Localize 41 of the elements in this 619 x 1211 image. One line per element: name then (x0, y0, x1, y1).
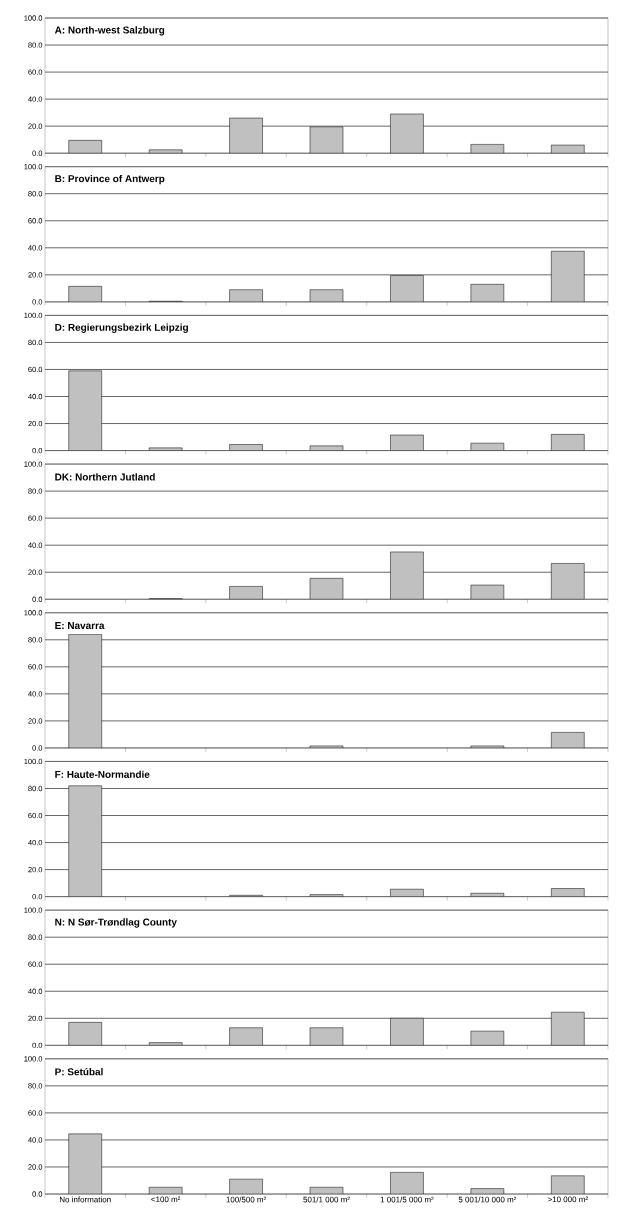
text: D: Regierungsbezirk Leipzig (55, 323, 188, 333)
bar (470, 144, 505, 154)
bar (551, 888, 585, 897)
text: E: Navarra (55, 622, 105, 630)
bar (148, 1187, 183, 1195)
bar (551, 563, 585, 600)
bar (229, 1027, 263, 1046)
bar (309, 894, 344, 897)
bar (390, 551, 424, 600)
bar (309, 1027, 344, 1046)
bar (148, 149, 183, 154)
bar (390, 434, 424, 451)
bar (229, 444, 263, 451)
bar (551, 144, 585, 154)
bar (309, 1187, 344, 1195)
bar (470, 745, 505, 748)
bar (390, 888, 424, 897)
bar (390, 275, 424, 302)
bar (551, 434, 585, 451)
bar (309, 445, 344, 451)
text: B: Province of Antwerp (55, 174, 165, 185)
bar (148, 447, 183, 451)
bar (551, 732, 585, 748)
bar (551, 250, 585, 302)
bar (390, 1172, 424, 1195)
bar (470, 1188, 505, 1195)
bar (551, 1011, 585, 1046)
bar (470, 442, 505, 451)
bar (229, 586, 263, 600)
bar (309, 745, 344, 748)
text: N: N Sør-Trøndlag County (55, 918, 177, 928)
text: A: North-west Salzburg (54, 26, 165, 36)
bar (229, 1178, 263, 1195)
text: P: Setúbal (55, 1067, 103, 1076)
text: DK: Northern Jutland (55, 473, 155, 481)
bar (68, 1022, 102, 1046)
bar (390, 1018, 424, 1046)
bar (68, 140, 102, 154)
bar (551, 1175, 585, 1195)
bar (309, 578, 344, 600)
text: F: Haute-Normandie (55, 770, 150, 778)
